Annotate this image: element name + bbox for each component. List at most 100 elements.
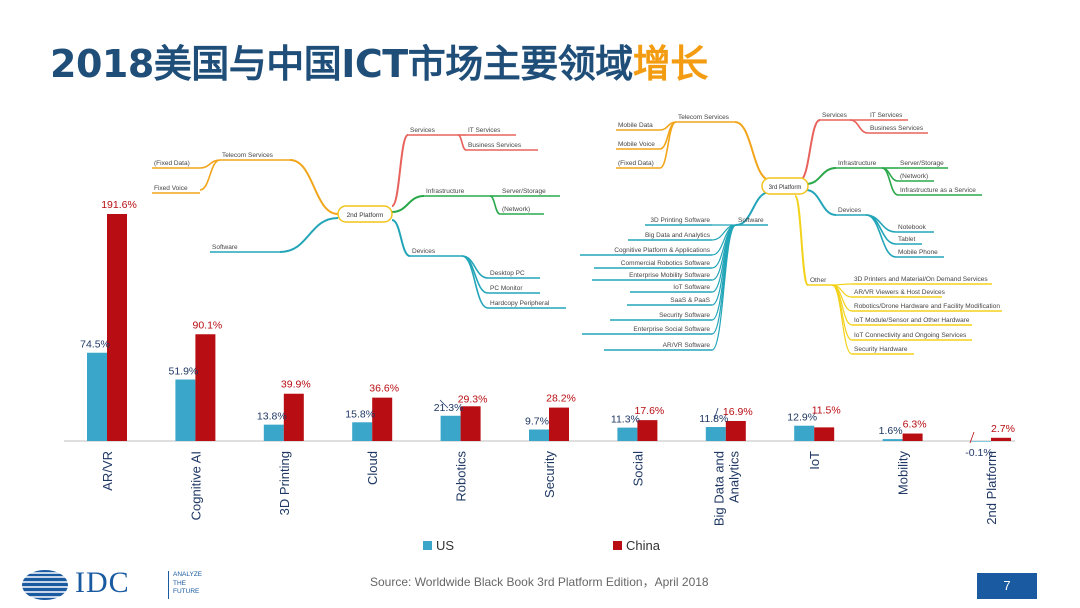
bar-us	[440, 415, 461, 441]
mm3-server-storage: Server/Storage	[900, 160, 944, 167]
bar-china	[107, 214, 127, 441]
mm3-devices: Devices	[838, 207, 862, 214]
legend-swatch-us	[423, 541, 432, 550]
category-label: Robotics	[454, 451, 469, 502]
mm3-software-item: AR/VR Software	[663, 342, 711, 349]
category-label-line: Robotics	[454, 451, 469, 502]
mindmap-branch	[849, 119, 869, 134]
mindmap-branch	[461, 255, 489, 309]
category-label: 2nd Platform	[984, 451, 999, 525]
logo-divider	[168, 571, 169, 599]
mm2-services: Services	[410, 127, 436, 134]
bar-us	[352, 422, 373, 441]
china-value-label: 6.3%	[903, 419, 927, 431]
bar-us	[971, 441, 991, 442]
globe-icon	[21, 570, 69, 600]
mm3-mobile-data: Mobile Data	[618, 122, 653, 129]
mindmap-branch	[279, 217, 339, 253]
mm3-iaas: Infrastructure as a Service	[900, 187, 976, 194]
mindmap-branch	[659, 121, 677, 169]
mm3-other-item: IoT Module/Sensor and Other Hardware	[854, 317, 970, 324]
mindmap-branch	[881, 167, 899, 196]
us-value-label: 51.9%	[169, 366, 199, 378]
bar-china	[725, 420, 746, 441]
title-highlight: 增长	[632, 42, 709, 86]
title-main: 2018美国与中国ICT市场主要领域	[50, 42, 633, 86]
mm3-business-services: Business Services	[870, 125, 924, 132]
mm3-other-item: Security Hardware	[854, 346, 908, 353]
category-label: Mobility	[896, 451, 911, 496]
bar-us	[794, 425, 815, 441]
mm3-other-item: Robotics/Drone Hardware and Facility Mod…	[854, 303, 1000, 310]
mindmap-branch	[794, 195, 809, 286]
mm3-it-services: IT Services	[870, 112, 903, 119]
mindmap-branch	[391, 195, 425, 213]
mindmap-branch	[734, 121, 771, 181]
mm2-network: (Network)	[502, 206, 530, 213]
category-label: Cloud	[365, 451, 380, 485]
bar-china	[991, 437, 1011, 441]
mindmap-branch	[805, 167, 837, 185]
slide-title: 2018美国与中国ICT市场主要领域增长	[50, 33, 708, 88]
mindmap-branch	[199, 159, 221, 191]
mm3-infrastructure: Infrastructure	[838, 160, 877, 167]
mindmap-branch	[805, 189, 837, 216]
mm3-other-item: 3D Printers and Material/On Demand Servi…	[854, 276, 988, 283]
china-value-label: 17.6%	[635, 405, 665, 417]
china-value-label: 11.5%	[812, 404, 841, 416]
mm3-notebook: Notebook	[898, 224, 927, 231]
mm2-fixed-data: (Fixed Data)	[154, 160, 190, 167]
china-value-label: 29.3%	[458, 393, 488, 405]
china-value-label: 16.9%	[723, 406, 753, 418]
category-label-line: Social	[630, 451, 645, 487]
mm3-other: Other	[810, 277, 827, 284]
bar-us	[882, 439, 903, 441]
mindmap-branch	[865, 214, 897, 258]
china-value-label: 191.6%	[101, 199, 137, 211]
bar-china	[195, 334, 216, 441]
bar-us	[529, 429, 549, 441]
us-value-label: 11.3%	[611, 414, 640, 426]
bar-china	[637, 420, 658, 441]
mm2-pc-monitor: PC Monitor	[490, 285, 523, 292]
tagline-line-1: ANALYZE	[173, 571, 203, 578]
leader-line	[969, 431, 975, 444]
category-label-line: AR/VR	[100, 451, 115, 491]
mm3-mobile-voice: Mobile Voice	[618, 141, 655, 148]
bar-us	[705, 427, 726, 441]
idc-logo: IDC ANALYZE THE FUTURE	[20, 566, 220, 604]
mm3-software-item: Cognitive Platform & Applications	[614, 247, 710, 254]
mindmap-branch	[489, 195, 501, 215]
mm3-center-node	[761, 177, 809, 195]
bar-us	[87, 352, 107, 441]
legend-label-us: US	[436, 538, 454, 553]
category-label-line: Mobility	[896, 451, 911, 496]
mm2-business-services: Business Services	[468, 142, 522, 149]
us-value-label: 74.5%	[80, 339, 110, 351]
source-note: Source: Worldwide Black Book 3rd Platfor…	[370, 575, 709, 589]
category-label-line: Cloud	[365, 451, 380, 485]
mm3-tablet: Tablet	[898, 236, 916, 243]
mindmap-branch	[391, 134, 409, 207]
mm3-software-item: IoT Software	[673, 284, 710, 291]
mm3-fixed-data: (Fixed Data)	[618, 160, 654, 167]
category-label-line: 2nd Platform	[984, 451, 999, 525]
mm3-software-item: SaaS & PaaS	[670, 297, 710, 304]
category-label: Big Data and Analytics	[711, 451, 741, 527]
mm3-services: Services	[822, 112, 848, 119]
mindmap-branch	[831, 284, 853, 355]
china-value-label: 39.9%	[281, 379, 311, 391]
mm2-infrastructure: Infrastructure	[426, 188, 465, 195]
us-value-label: 13.8%	[257, 411, 287, 423]
mm2-center-node	[337, 205, 393, 223]
bar-china	[549, 407, 569, 441]
mm3-other-item: AR/VR Viewers & Host Devices	[854, 289, 946, 296]
china-value-label: 28.2%	[546, 393, 576, 405]
mm2-telecom: Telecom Services	[222, 152, 274, 159]
tagline-line-2: THE	[173, 579, 186, 587]
mm3-software: Software	[738, 217, 764, 224]
mm3-mobile-phone: Mobile Phone	[898, 249, 938, 256]
bar-china	[372, 397, 393, 441]
